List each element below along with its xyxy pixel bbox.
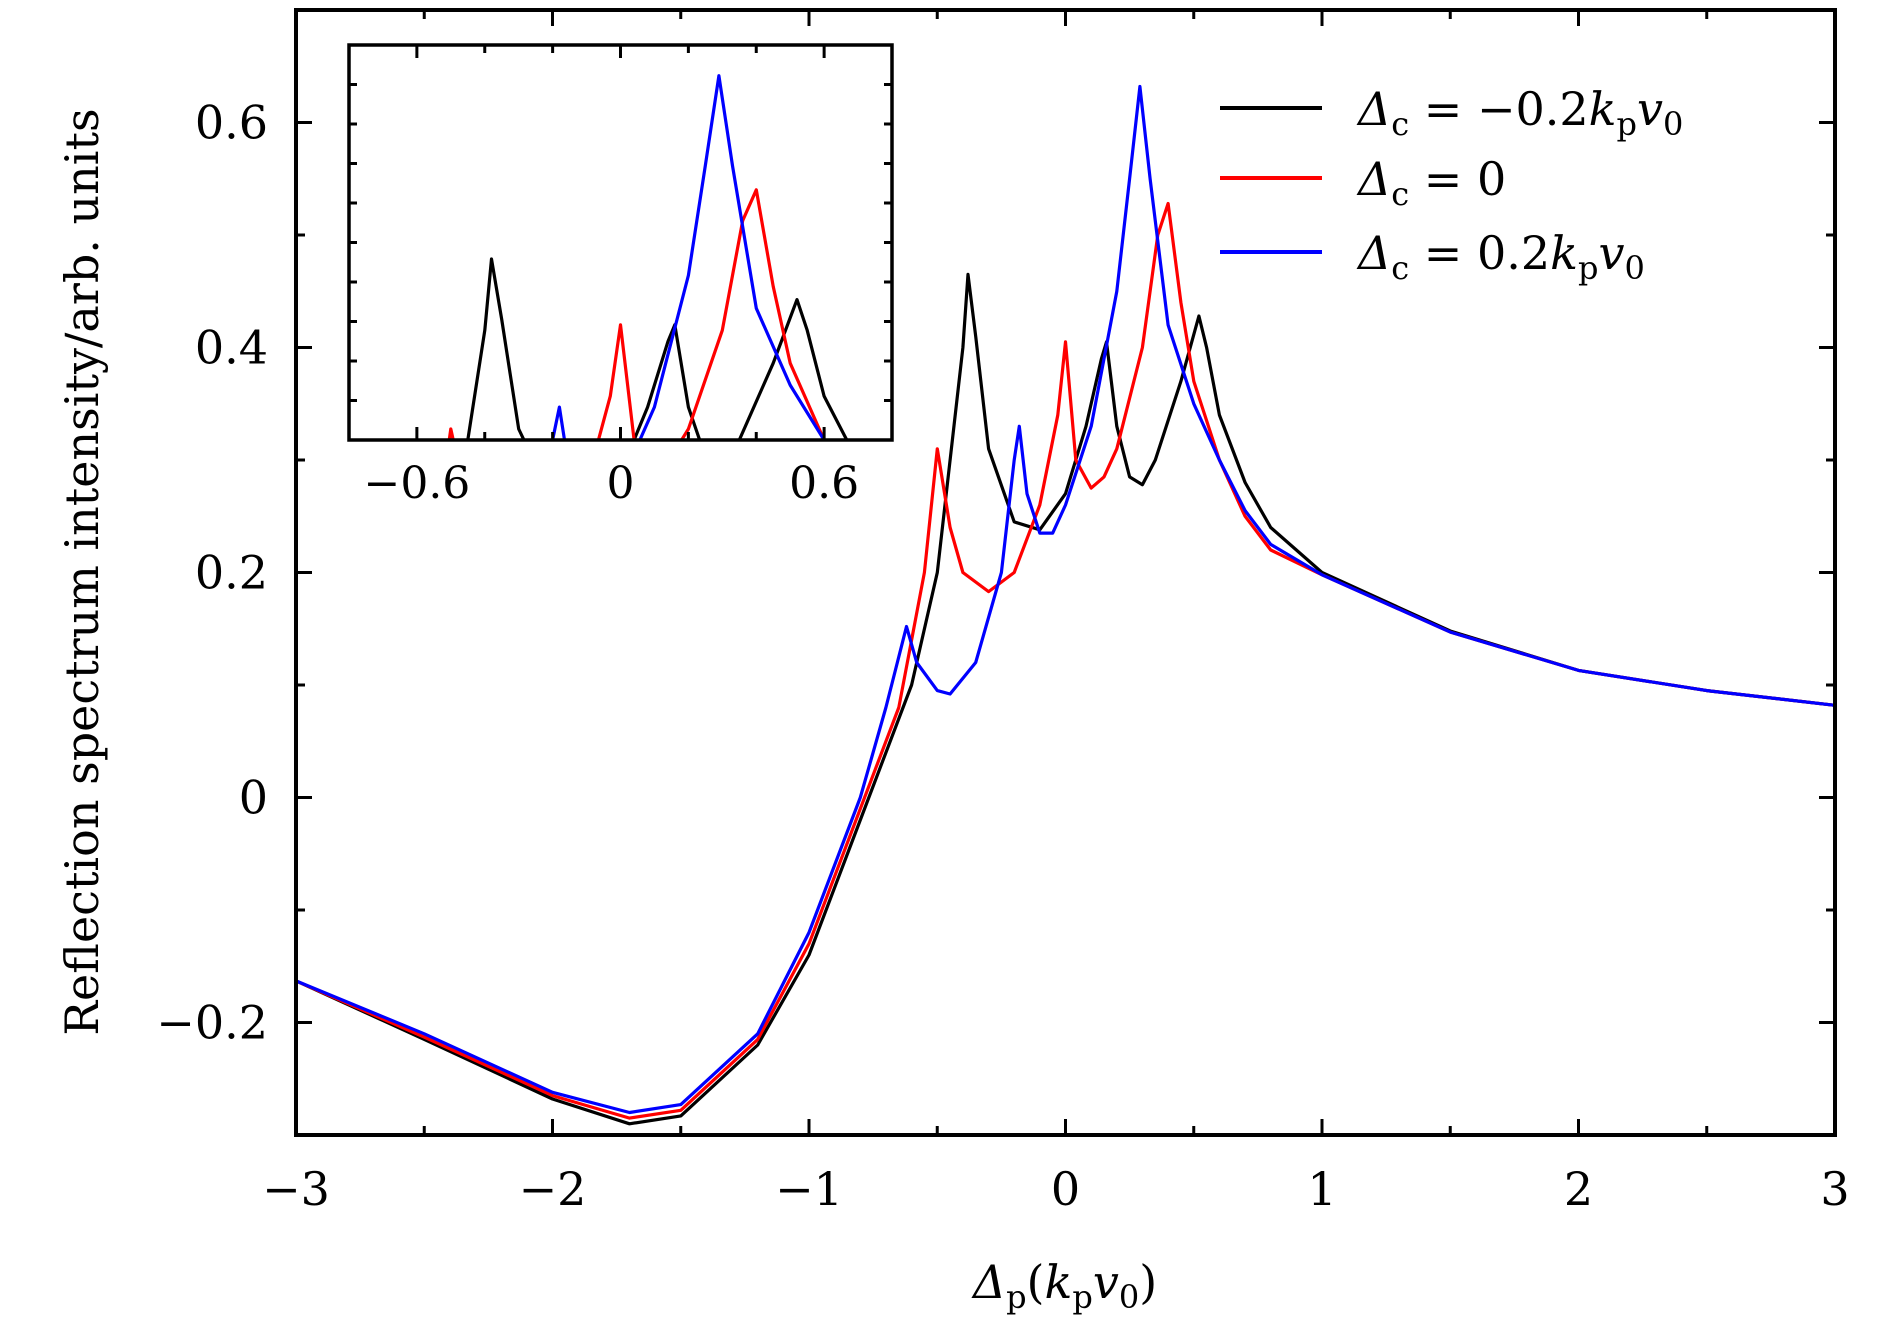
x-tick-label: 2: [1564, 1162, 1593, 1216]
legend: Δc = −0.2kpv0 Δc = 0 Δc = 0.2kpv0: [1220, 82, 1683, 287]
inset-plot: −0.6 0 0.6: [347, 43, 894, 509]
inset-series-line-2: [447, 188, 826, 440]
inset-series-line-3: [550, 74, 827, 440]
series-line-3: [296, 84, 1835, 1115]
main-axis-ticks: [294, 8, 1837, 1137]
legend-label-series-2: Δc = 0: [1356, 152, 1506, 213]
x-tick-label: 3: [1820, 1162, 1849, 1216]
main-plot-area: −3 −2 −1 0 1 2 3 −0.2 0 0.2 0.4 0.6 Δp(kpv0) Reflec…: [55, 8, 1850, 1316]
inset-background: [349, 45, 892, 440]
x-tick-label: −3: [262, 1162, 330, 1216]
y-tick-label: 0.6: [195, 96, 268, 150]
inset-axis-ticks: [347, 43, 894, 442]
inset-x-tick-label: 0: [607, 458, 635, 509]
main-series-group: [296, 84, 1835, 1126]
x-tick-label: −2: [519, 1162, 587, 1216]
x-tick-label: −1: [775, 1162, 843, 1216]
legend-label-series-1: Δc = −0.2kpv0: [1356, 82, 1683, 143]
x-axis-label: Δp(kpv0): [971, 1255, 1157, 1316]
x-tick-label: 0: [1051, 1162, 1080, 1216]
inset-series-group: [447, 74, 849, 440]
y-tick-label: 0: [239, 771, 268, 825]
x-tick-label: 1: [1307, 1162, 1336, 1216]
y-axis-label: Reflection spectrum intensity/arb. units: [55, 108, 109, 1035]
inset-axis-tick-labels: −0.6 0 0.6: [363, 458, 859, 509]
y-tick-label: 0.4: [195, 321, 268, 375]
inset-series-line-1: [466, 257, 849, 440]
main-axis-tick-labels: −3 −2 −1 0 1 2 3 −0.2 0 0.2 0.4 0.6: [156, 96, 1849, 1217]
legend-label-series-3: Δc = 0.2kpv0: [1356, 226, 1645, 287]
y-tick-label: 0.2: [195, 546, 268, 600]
inset-x-tick-label: −0.6: [363, 458, 470, 509]
y-tick-label: −0.2: [156, 996, 268, 1050]
inset-x-tick-label: 0.6: [789, 458, 859, 509]
series-line-2: [296, 201, 1835, 1120]
